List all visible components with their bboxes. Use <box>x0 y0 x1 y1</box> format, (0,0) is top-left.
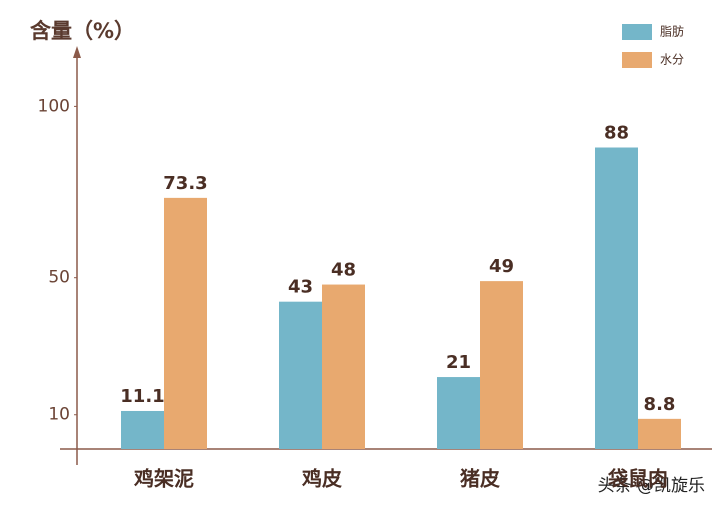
bar <box>322 284 365 449</box>
x-tick-label: 袋鼠肉 <box>607 467 668 491</box>
x-tick-label: 鸡架泥 <box>133 467 194 491</box>
y-tick-label: 50 <box>48 268 70 288</box>
value-label: 43 <box>288 277 313 298</box>
legend-swatch <box>622 24 652 40</box>
x-tick-label: 鸡皮 <box>301 467 342 491</box>
x-tick-label: 猪皮 <box>460 467 500 491</box>
y-axis-arrow <box>73 46 81 58</box>
y-tick-label: 100 <box>38 96 70 116</box>
legend-label: 脂肪 <box>660 24 684 39</box>
bar <box>437 377 480 449</box>
legend-label: 水分 <box>660 53 684 67</box>
value-label: 49 <box>489 256 514 277</box>
y-tick-label: 10 <box>48 405 70 425</box>
value-label: 88 <box>604 123 629 144</box>
bar <box>164 197 207 449</box>
value-label: 21 <box>446 352 471 373</box>
bar <box>595 147 638 450</box>
value-label: 8.8 <box>644 394 676 415</box>
bar <box>638 418 681 449</box>
value-label: 48 <box>331 260 356 281</box>
footer: 头条 @凯旋乐 <box>598 476 705 496</box>
value-label: 11.1 <box>120 386 164 407</box>
bar <box>279 301 322 449</box>
chart-title: 含量（%） <box>30 19 135 43</box>
bar <box>121 410 164 449</box>
bar <box>480 281 523 449</box>
legend-swatch <box>622 52 652 68</box>
value-label: 73.3 <box>163 173 207 194</box>
